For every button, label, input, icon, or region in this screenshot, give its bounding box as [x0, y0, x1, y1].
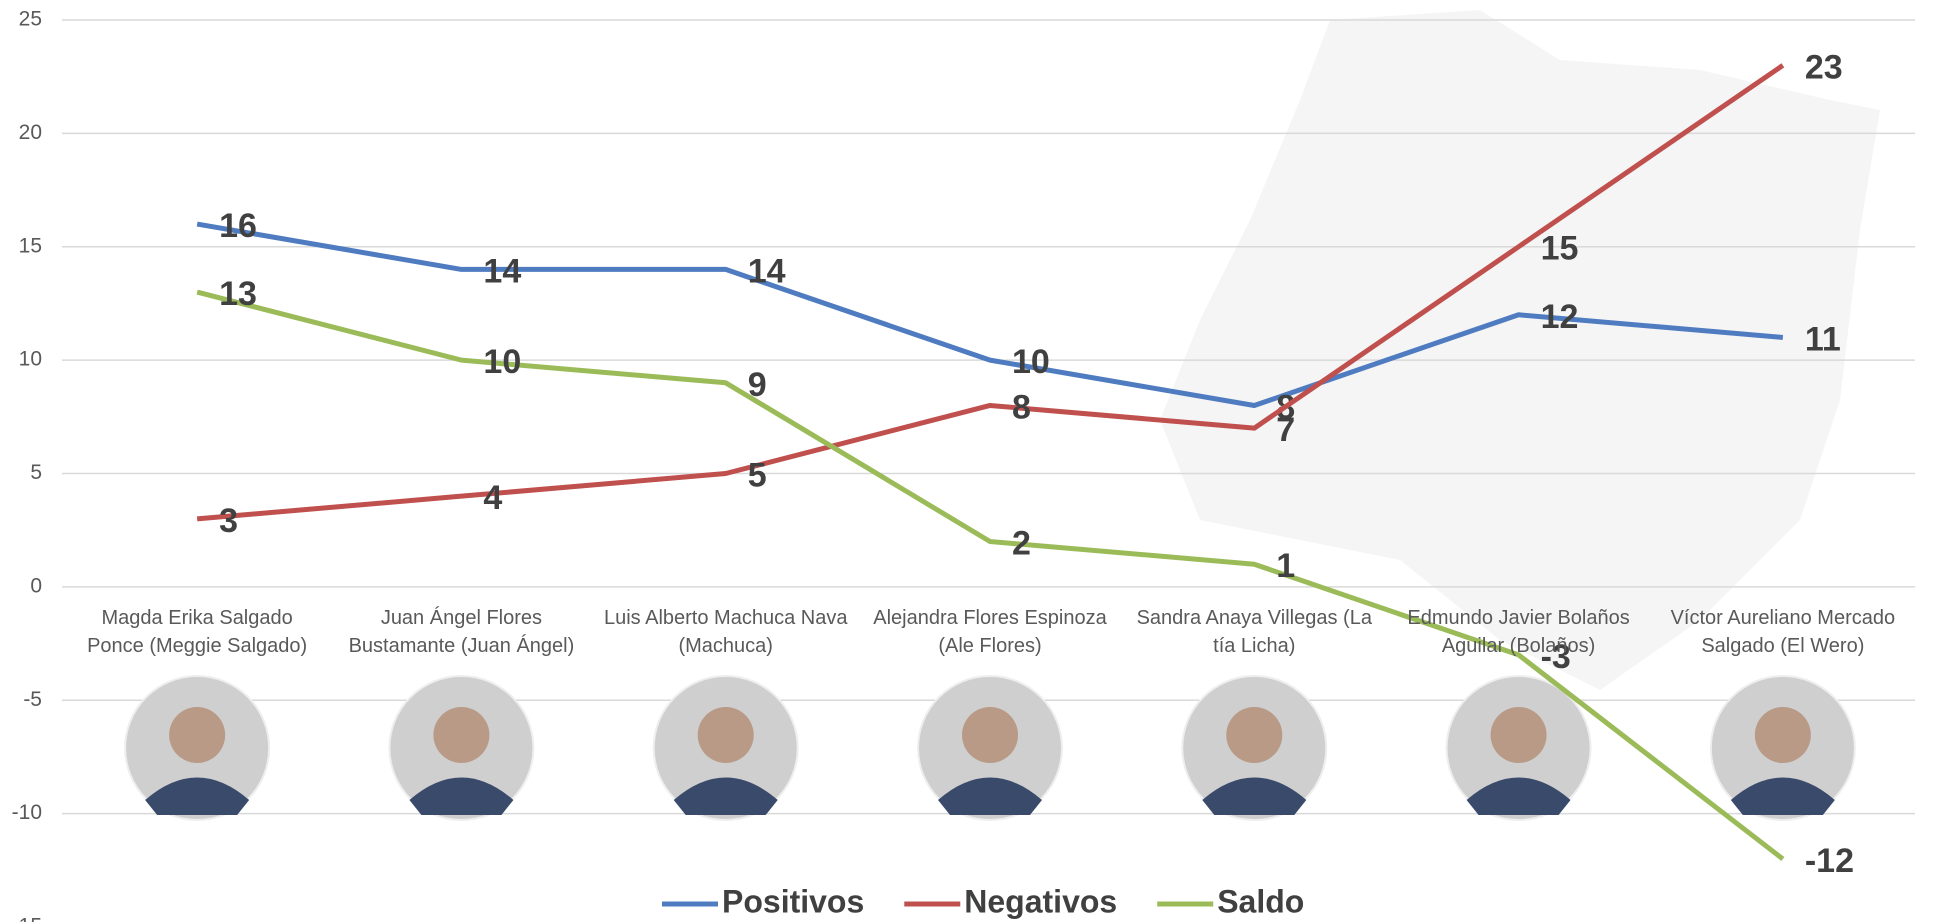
- photo-body: [1202, 777, 1307, 815]
- y-tick-label: 10: [19, 348, 42, 371]
- data-label: 2: [1012, 525, 1031, 563]
- photo-face: [1226, 707, 1283, 763]
- y-tick-label: -15: [12, 915, 42, 922]
- series-line: [196, 289, 1785, 861]
- x-tick-label: Sandra Anaya Villegas (La tía Licha): [1136, 607, 1372, 657]
- data-label: 23: [1805, 48, 1843, 86]
- x-tick-label: Luis Alberto Machuca Nava (Machuca): [603, 607, 848, 657]
- x-tick-label: Magda Erika Salgado Ponce (Meggie Salgad…: [87, 607, 308, 657]
- data-label: 5: [748, 456, 767, 494]
- data-label: 10: [1012, 343, 1050, 381]
- y-tick-label: 25: [19, 8, 42, 31]
- photo-face: [169, 707, 226, 763]
- x-tick-label: Juan Ángel Flores Bustamante (Juan Ángel…: [348, 607, 575, 657]
- x-tick-label: Edmundo Javier Bolaños Aguilar (Bolaños): [1407, 607, 1630, 657]
- data-label: -12: [1805, 842, 1854, 880]
- photo-face: [1754, 707, 1811, 763]
- data-label: 8: [1012, 388, 1031, 426]
- y-tick-label: 20: [19, 121, 42, 144]
- legend-label: Negativos: [964, 883, 1117, 919]
- data-label: 12: [1541, 298, 1579, 336]
- legend-label: Positivos: [722, 883, 864, 919]
- legend-label: Saldo: [1217, 883, 1304, 919]
- photo-face: [962, 707, 1018, 763]
- photo-body: [145, 777, 250, 815]
- photo-face: [697, 707, 754, 763]
- series-line: [196, 221, 1784, 408]
- x-tick-label: Víctor Aureliano Mercado Salgado (El Wer…: [1670, 607, 1896, 657]
- background-map: [1160, 10, 1880, 690]
- photo-body: [673, 777, 778, 815]
- data-label: 14: [483, 252, 521, 290]
- data-label: 10: [483, 343, 521, 381]
- data-label: 7: [1276, 411, 1295, 449]
- data-label: 11: [1805, 320, 1841, 358]
- data-label: 13: [219, 275, 257, 313]
- data-label: 3: [219, 502, 238, 540]
- map-shape: [1160, 10, 1880, 690]
- y-tick-label: 5: [30, 461, 42, 484]
- y-tick-label: 0: [30, 574, 42, 597]
- data-label: 9: [748, 366, 767, 404]
- x-tick-label: Alejandra Flores Espinoza (Ale Flores): [873, 607, 1107, 657]
- photo-face: [1490, 707, 1547, 763]
- data-label: 4: [483, 479, 502, 517]
- photo-body: [938, 777, 1042, 815]
- data-label: -3: [1541, 638, 1571, 676]
- data-label: 15: [1541, 230, 1579, 268]
- series-line: [196, 63, 1785, 522]
- data-label: 1: [1276, 547, 1295, 585]
- y-tick-label: -10: [12, 801, 42, 824]
- data-label: 14: [748, 252, 786, 290]
- photo-body: [1466, 777, 1571, 815]
- photo-face: [433, 707, 490, 763]
- data-label: 16: [219, 207, 257, 245]
- y-tick-label: -5: [23, 688, 42, 711]
- y-tick-label: 15: [19, 234, 42, 257]
- photo-body: [1730, 777, 1835, 815]
- photo-body: [409, 777, 514, 815]
